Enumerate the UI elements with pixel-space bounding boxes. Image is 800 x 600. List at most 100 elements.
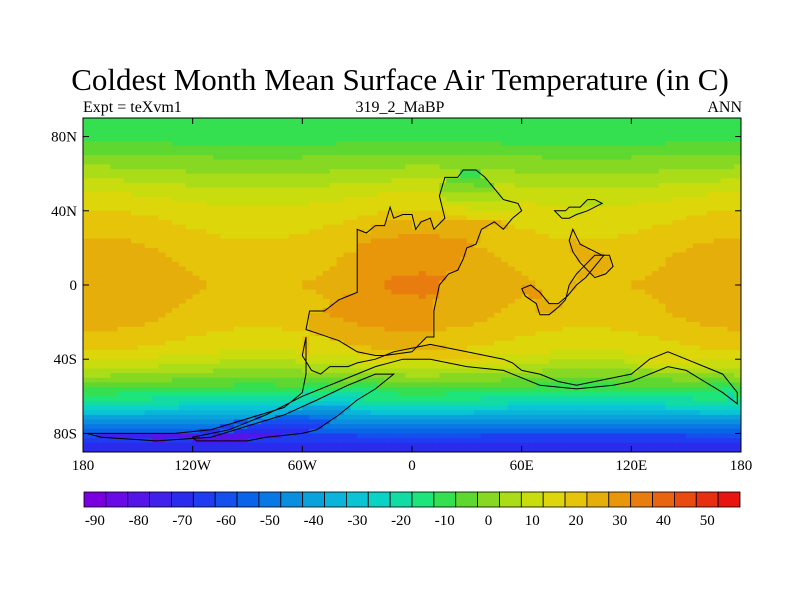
field-cell bbox=[117, 224, 125, 230]
field-cell bbox=[521, 164, 530, 170]
field-cell bbox=[370, 127, 379, 133]
field-cell bbox=[316, 243, 324, 249]
field-cell bbox=[329, 257, 338, 263]
field-cell bbox=[453, 233, 461, 240]
field-cell bbox=[103, 243, 112, 249]
field-cell bbox=[706, 298, 715, 305]
field-cell bbox=[370, 122, 379, 128]
field-cell bbox=[233, 354, 242, 360]
field-cell bbox=[473, 289, 482, 295]
field-cell bbox=[555, 271, 564, 277]
field-cell bbox=[487, 233, 495, 240]
field-cell bbox=[720, 145, 728, 152]
field-cell bbox=[103, 178, 112, 184]
field-cell bbox=[610, 210, 619, 217]
field-cell bbox=[377, 294, 386, 300]
field-cell bbox=[446, 266, 454, 272]
field-cell bbox=[446, 294, 454, 300]
field-cell bbox=[631, 127, 639, 133]
field-cell bbox=[110, 317, 118, 323]
field-cell bbox=[322, 266, 331, 272]
field-cell bbox=[185, 289, 194, 295]
field-cell bbox=[309, 206, 317, 212]
field-cell bbox=[699, 271, 708, 277]
field-cell bbox=[213, 280, 221, 286]
field-cell bbox=[405, 164, 413, 170]
field-cell bbox=[693, 206, 701, 212]
field-cell bbox=[720, 122, 728, 128]
field-cell bbox=[261, 312, 269, 319]
field-cell bbox=[446, 233, 454, 240]
field-cell bbox=[528, 118, 536, 124]
field-cell bbox=[720, 192, 728, 198]
field-cell bbox=[144, 298, 153, 305]
field-cell bbox=[720, 201, 728, 207]
field-cell bbox=[439, 317, 447, 323]
field-cell bbox=[686, 354, 694, 360]
field-cell bbox=[535, 136, 543, 142]
field-cell bbox=[185, 164, 194, 170]
field-cell bbox=[727, 289, 735, 295]
field-cell bbox=[501, 308, 509, 314]
field-cell bbox=[261, 215, 269, 221]
field-cell bbox=[206, 308, 214, 314]
field-cell bbox=[576, 331, 584, 337]
field-cell bbox=[130, 182, 139, 189]
field-cell bbox=[569, 201, 578, 207]
field-cell bbox=[473, 187, 482, 193]
field-cell bbox=[364, 122, 372, 128]
field-cell bbox=[418, 289, 427, 295]
field-cell bbox=[412, 122, 420, 128]
field-cell bbox=[377, 192, 386, 198]
field-cell bbox=[178, 280, 187, 286]
field-cell bbox=[199, 229, 207, 235]
field-cell bbox=[281, 215, 290, 221]
field-cell bbox=[96, 187, 105, 193]
field-cell bbox=[124, 173, 132, 179]
field-cell bbox=[220, 275, 228, 281]
field-cell bbox=[151, 178, 159, 184]
field-cell bbox=[103, 261, 112, 268]
field-cell bbox=[590, 331, 598, 337]
field-cell bbox=[233, 340, 242, 346]
field-cell bbox=[665, 196, 674, 203]
field-cell bbox=[322, 229, 331, 235]
field-cell bbox=[124, 243, 132, 249]
field-cell bbox=[261, 317, 269, 323]
field-cell bbox=[398, 289, 406, 295]
field-cell bbox=[199, 349, 207, 356]
field-cell bbox=[192, 247, 201, 254]
field-cell bbox=[521, 127, 530, 133]
field-cell bbox=[336, 229, 345, 235]
subtitle-season: ANN bbox=[707, 99, 742, 116]
field-cell bbox=[336, 233, 345, 240]
field-cell bbox=[569, 118, 578, 124]
field-cell bbox=[261, 220, 269, 226]
field-cell bbox=[542, 224, 550, 230]
field-cell bbox=[110, 206, 118, 212]
field-cell bbox=[192, 252, 201, 258]
field-cell bbox=[576, 266, 584, 272]
field-cell bbox=[446, 155, 454, 161]
field-cell bbox=[679, 131, 687, 138]
field-cell bbox=[638, 159, 646, 165]
field-cell bbox=[240, 312, 249, 319]
field-cell bbox=[213, 182, 221, 189]
field-cell bbox=[254, 243, 262, 249]
field-cell bbox=[446, 257, 454, 263]
field-cell bbox=[583, 326, 591, 332]
field-cell bbox=[480, 136, 488, 142]
field-cell bbox=[514, 215, 523, 221]
field-cell bbox=[391, 210, 399, 217]
field-cell bbox=[432, 354, 441, 360]
field-cell bbox=[192, 340, 201, 346]
field-cell bbox=[137, 118, 146, 124]
field-cell bbox=[185, 317, 194, 323]
field-cell bbox=[569, 349, 578, 356]
field-cell bbox=[528, 196, 536, 203]
field-cell bbox=[425, 178, 434, 184]
field-cell bbox=[535, 247, 543, 254]
field-cell bbox=[713, 294, 722, 300]
field-cell bbox=[110, 294, 118, 300]
field-cell bbox=[446, 326, 454, 332]
